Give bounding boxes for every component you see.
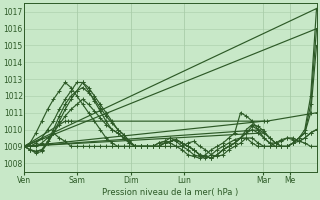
X-axis label: Pression niveau de la mer( hPa ): Pression niveau de la mer( hPa ) [102,188,238,197]
